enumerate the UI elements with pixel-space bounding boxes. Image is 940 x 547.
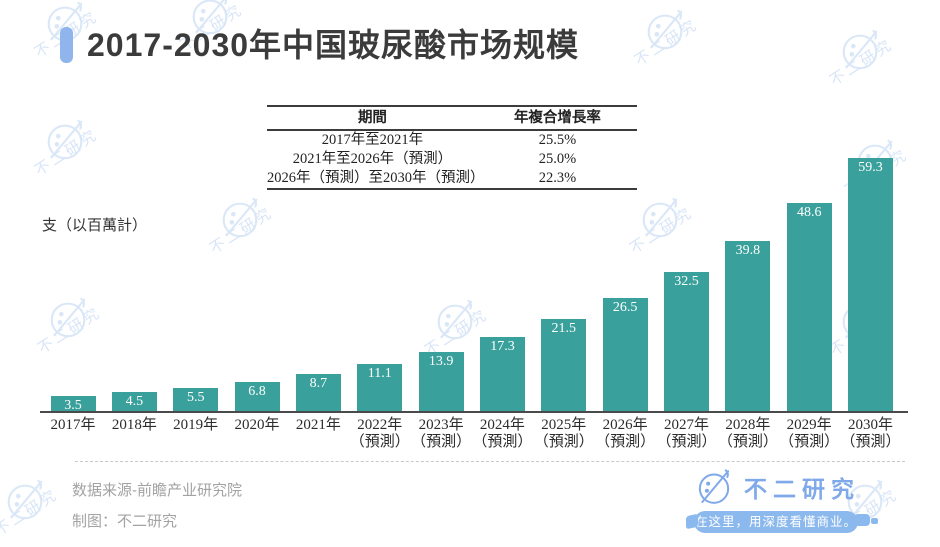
watermark-text: 不二研究 [0,485,62,540]
chart-credit-text: 制图：不二研究 [72,513,178,530]
brand-name: 不二研究 [744,476,860,502]
x-axis-label-note: （預測） [779,434,840,450]
x-axis-label: 2028年 （預測） [711,417,785,451]
table-row: 2017年至2021年 25.5% [267,130,637,150]
bar: 32.5 [664,272,709,411]
brand-block: 不二研究 在这里，用深度看懂商业。 [686,467,894,533]
x-axis-label-note: （預測） [411,434,472,450]
cagr-table-header-cagr: 年複合增長率 [477,105,637,131]
period-cell: 2021年至2026年（預測） [292,151,453,167]
title-accent-bar [60,27,73,63]
bar-value-label: 13.9 [428,354,454,369]
x-axis-label-note: （預測） [595,434,656,450]
bar-value-label: 39.8 [735,243,761,258]
x-axis-label: 2029年 （預測） [772,417,846,451]
x-axis-label: 2030年 （預測） [834,417,908,451]
bar: 11.1 [357,364,403,411]
bar-value-label: 48.6 [796,205,822,220]
x-axis-line [40,411,908,413]
bar: 39.8 [725,241,771,411]
bar-value-label: 32.5 [674,274,699,289]
cagr-cell: 25.0% [538,151,577,167]
title-row: 2017-2030年中国玻尿酸市场规模 [60,20,579,66]
bar-value-label: 17.3 [490,339,515,354]
brand-tagline: 在这里，用深度看懂商业。 [694,515,857,529]
buer-research-logo-icon [698,469,730,504]
period-cell: 2017年至2021年 [321,132,424,148]
bar: 4.5 [111,392,157,411]
bar: 13.9 [418,352,464,411]
x-axis-label: 2020年 [234,417,280,433]
x-axis-label: 2018年 [111,417,157,433]
x-axis-label: 2025年 （預測） [527,417,601,451]
x-axis-label: 2021年 [295,417,341,433]
bar-value-label: 4.5 [125,394,144,409]
table-row: 2021年至2026年（預測） 25.0% [267,150,637,169]
bar-plot: 3.5 4.5 5.5 6.8 8.7 11.1 13.9 17.3 21.5 26.5 32.5 3… [50,158,894,413]
x-axis-label-note: （預測） [472,434,533,450]
page-title: 2017-2030年中国玻尿酸市场规模 [87,27,580,63]
x-axis-label-note: （預測） [656,434,717,450]
bar: 21.5 [541,319,587,411]
cagr-table: 期間 年複合增長率 2017年至2021年 25.5% 2021年至2026年（… [267,105,637,190]
x-axis-label: 2024年 （預測） [465,417,539,451]
x-axis-label-note: （預測） [717,434,778,450]
cagr-cell: 25.5% [538,132,577,148]
bar: 17.3 [479,337,525,411]
bar: 5.5 [173,388,219,411]
bar-value-label: 5.5 [186,390,205,405]
x-axis-label: 2026年 （預測） [588,417,662,451]
x-axis-label-note: （預測） [349,434,410,450]
period-cell: 2026年（預測）至2030年（預測） [267,169,485,190]
x-axis-label: 2022年 （預測） [343,417,417,451]
bar-value-label: 3.5 [64,398,82,413]
cagr-table-header-row: 期間 年複合增長率 [267,105,637,131]
x-axis-label: 2019年 [173,417,219,433]
watermark: 不二研究 [0,477,62,539]
x-axis-label: 2017年 [50,417,96,433]
data-source-text: 数据来源-前瞻产业研究院 [72,482,242,499]
bar-value-label: 11.1 [367,366,392,381]
x-axis-label: 2023年 （預測） [404,417,478,451]
bar: 48.6 [786,203,832,411]
x-axis-label: 2027年 （預測） [650,417,724,451]
bar: 3.5 [50,396,96,413]
bar-value-label: 8.7 [309,376,328,391]
bar: 6.8 [234,382,280,411]
bar: 8.7 [295,374,341,411]
pill-right-tab-small [871,518,878,524]
table-row: 2026年（預測）至2030年（預測） 22.3% [267,169,637,190]
pill-right-tab [854,514,870,526]
bar: 59.3 [848,158,894,411]
x-axis-label-note: （預測） [533,434,594,450]
brand-header: 不二研究 [694,467,894,507]
bar-value-label: 26.5 [612,300,638,315]
bar-value-label: 59.3 [858,160,883,175]
cagr-cell: 22.3% [477,169,637,190]
y-axis-label: 支（以百萬計） [42,218,148,234]
separator-dotted-line [75,461,905,462]
x-axis-label-note: （預測） [840,434,901,450]
brand-tagline-pill: 在这里，用深度看懂商业。 [686,511,878,533]
bar: 26.5 [602,298,648,411]
cagr-table-header-period: 期間 [267,105,478,131]
bar-value-label: 6.8 [248,384,266,399]
bar-value-label: 21.5 [551,321,577,336]
